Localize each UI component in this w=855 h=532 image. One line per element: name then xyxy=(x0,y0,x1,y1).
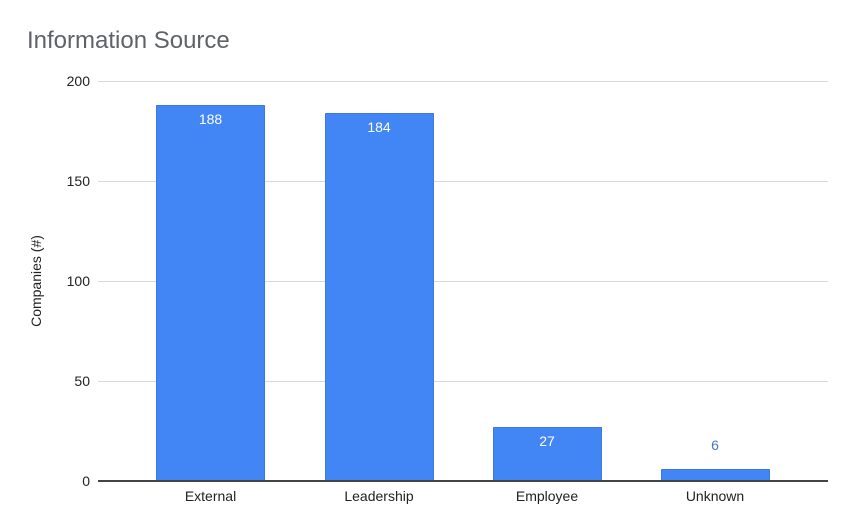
data-label: 188 xyxy=(198,111,223,127)
data-label: 6 xyxy=(711,437,719,453)
y-tick-label: 100 xyxy=(66,273,90,289)
bar-employee[interactable] xyxy=(492,427,602,481)
data-label: 27 xyxy=(539,433,555,449)
y-tick-label: 150 xyxy=(66,173,90,189)
bar-unknown[interactable] xyxy=(660,469,770,481)
x-tick-label: Employee xyxy=(515,488,579,504)
x-tick-label: Unknown xyxy=(685,488,745,504)
gridline xyxy=(98,181,828,182)
bar-leadership[interactable] xyxy=(324,113,434,481)
y-tick-label: 200 xyxy=(66,73,90,89)
y-tick-label: 50 xyxy=(74,373,90,389)
x-axis-baseline xyxy=(98,480,828,482)
gridline xyxy=(98,381,828,382)
bar-external[interactable] xyxy=(156,105,265,481)
gridline xyxy=(98,81,828,82)
data-label: 184 xyxy=(367,119,391,135)
x-tick-label: External xyxy=(184,488,237,504)
x-tick-label: Leadership xyxy=(344,488,414,504)
gridline xyxy=(98,281,828,282)
chart-title: Information Source xyxy=(27,27,230,54)
y-tick-label: 0 xyxy=(82,473,90,489)
